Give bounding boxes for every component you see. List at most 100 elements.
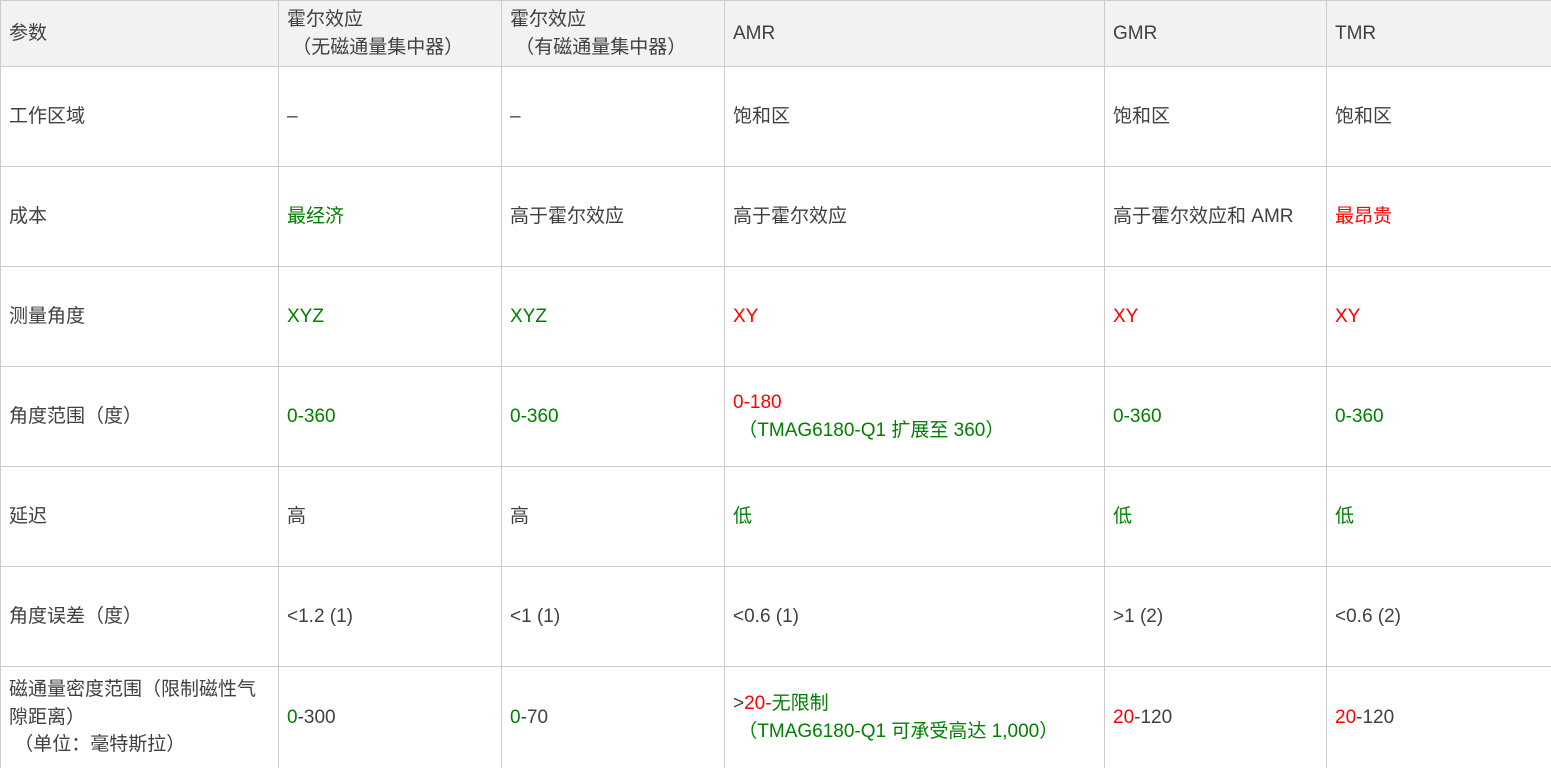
cell-line: 高 — [287, 503, 493, 531]
cell-line: <1 (1) — [510, 603, 716, 631]
table-row-6: 磁通量密度范围（限制磁性气隙距离） （单位：毫特斯拉） 0-300 0-70 >20-… — [0, 666, 1551, 768]
cell-text-segment: AMR — [733, 22, 776, 44]
cell-line: 测量角度 — [9, 303, 270, 331]
cell-line: 高于霍尔效应 — [510, 203, 716, 231]
value-cell: 高 — [501, 466, 725, 567]
value-cell: – — [501, 66, 725, 167]
cell-line: 20-120 — [1335, 704, 1543, 732]
cell-line: 高于霍尔效应和 AMR — [1113, 203, 1318, 231]
value-cell: 0-360 — [278, 366, 502, 467]
header-row: 参数 霍尔效应 （无磁通量集中器） 霍尔效应 （有磁通量集中器） AMR GMR TMR — [0, 0, 1551, 67]
cell-line: （TMAG6180-Q1 扩展至 360） — [733, 417, 1096, 445]
value-cell: 20-120 — [1104, 666, 1327, 768]
value-cell: XYZ — [501, 266, 725, 367]
cell-text-segment: （有磁通量集中器） — [510, 36, 687, 58]
cell-text-segment: XY — [1113, 305, 1139, 327]
cell-line: 0-180 — [733, 389, 1096, 417]
table-body: 工作区域 – – 饱和区 饱和区 饱和区 成本 最经济 高于霍尔效应 高于霍尔效应 高于霍尔效应和 … — [0, 66, 1551, 768]
cell-text-segment: 0-360 — [287, 405, 336, 427]
cell-text-segment: 延迟 — [9, 505, 48, 527]
cell-line: 0-300 — [287, 704, 493, 732]
cell-text-segment: 高于霍尔效应 — [510, 205, 625, 227]
cell-text-segment: 参数 — [9, 22, 48, 44]
cell-text-segment: 饱和区 — [1335, 105, 1393, 127]
cell-text-segment: 角度误差（度） — [9, 605, 143, 627]
cell-line: （单位：毫特斯拉） — [9, 731, 270, 759]
row-label-cell: 工作区域 — [0, 66, 279, 167]
value-cell: 0-360 — [1326, 366, 1551, 467]
cell-text-segment: >1 (2) — [1113, 605, 1164, 627]
cell-line: 参数 — [9, 20, 270, 48]
cell-text-segment: GMR — [1113, 22, 1158, 44]
cell-line: 高于霍尔效应 — [733, 203, 1096, 231]
cell-line: 角度误差（度） — [9, 603, 270, 631]
cell-line: 0-360 — [1113, 403, 1318, 431]
cell-text-segment: 低 — [733, 505, 753, 527]
value-cell: 低 — [1104, 466, 1327, 567]
table-row-2: 测量角度 XYZ XYZ XY XY XY — [0, 266, 1551, 367]
cell-line: （无磁通量集中器） — [287, 34, 493, 62]
table-header: 参数 霍尔效应 （无磁通量集中器） 霍尔效应 （有磁通量集中器） AMR GMR TMR — [0, 0, 1551, 67]
cell-text-segment: XY — [733, 305, 759, 327]
cell-text-segment: <1 (1) — [510, 605, 561, 627]
cell-text-segment: 成本 — [9, 205, 48, 227]
cell-text-segment: 20- — [744, 692, 772, 714]
cell-text-segment: TMR — [1335, 22, 1377, 44]
cell-line: 工作区域 — [9, 103, 270, 131]
cell-text-segment: 0-360 — [1113, 405, 1162, 427]
value-cell: 高 — [278, 466, 502, 567]
cell-line: <0.6 (2) — [1335, 603, 1543, 631]
cell-text-segment: 高于霍尔效应和 AMR — [1113, 205, 1294, 227]
cell-line: 高 — [510, 503, 716, 531]
cell-text-segment: 低 — [1113, 505, 1133, 527]
cell-line: XY — [1335, 303, 1543, 331]
cell-text-segment: （单位：毫特斯拉） — [9, 734, 186, 756]
cell-line: 霍尔效应 — [510, 6, 716, 34]
cell-line: XYZ — [287, 303, 493, 331]
cell-text-segment: 测量角度 — [9, 305, 86, 327]
cell-line: XY — [1113, 303, 1318, 331]
cell-line: – — [287, 103, 493, 131]
value-cell: 0-360 — [501, 366, 725, 467]
cell-line: XY — [733, 303, 1096, 331]
cell-line: 角度范围（度） — [9, 403, 270, 431]
cell-text-segment: 0 — [510, 706, 521, 728]
value-cell: 0-360 — [1104, 366, 1327, 467]
column-header-1: 霍尔效应 （无磁通量集中器） — [278, 0, 502, 67]
value-cell: <1.2 (1) — [278, 566, 502, 667]
cell-line: 低 — [733, 503, 1096, 531]
cell-line: <1.2 (1) — [287, 603, 493, 631]
cell-text-segment: XYZ — [287, 305, 324, 327]
value-cell: <1 (1) — [501, 566, 725, 667]
cell-text-segment: 工作区域 — [9, 105, 86, 127]
value-cell: – — [278, 66, 502, 167]
cell-text-segment: -120 — [1134, 706, 1173, 728]
row-label-cell: 延迟 — [0, 466, 279, 567]
cell-text-segment: XY — [1335, 305, 1361, 327]
cell-line: 最昂贵 — [1335, 203, 1543, 231]
cell-line: 成本 — [9, 203, 270, 231]
row-label-cell: 成本 — [0, 166, 279, 267]
cell-text-segment: 高于霍尔效应 — [733, 205, 848, 227]
cell-line: 0-360 — [287, 403, 493, 431]
column-header-3: AMR — [724, 0, 1105, 67]
value-cell: 高于霍尔效应 — [501, 166, 725, 267]
value-cell: 20-120 — [1326, 666, 1551, 768]
value-cell: 饱和区 — [1104, 66, 1327, 167]
cell-line: 20-120 — [1113, 704, 1318, 732]
value-cell: 饱和区 — [1326, 66, 1551, 167]
table-row-1: 成本 最经济 高于霍尔效应 高于霍尔效应 高于霍尔效应和 AMR 最昂贵 — [0, 166, 1551, 267]
value-cell: 0-300 — [278, 666, 502, 768]
row-label-cell: 磁通量密度范围（限制磁性气隙距离） （单位：毫特斯拉） — [0, 666, 279, 768]
cell-text-segment: 0-360 — [510, 405, 559, 427]
cell-line: 0-360 — [510, 403, 716, 431]
cell-text-segment: 0-360 — [1335, 405, 1384, 427]
cell-text-segment: 霍尔效应 — [510, 8, 587, 30]
cell-line: >20-无限制 — [733, 690, 1096, 718]
cell-text-segment: 磁通量密度范围（限制磁性气隙距离） — [9, 679, 257, 728]
cell-line: – — [510, 103, 716, 131]
cell-line: 饱和区 — [733, 103, 1096, 131]
cell-line: TMR — [1335, 20, 1543, 48]
cell-text-segment: 最昂贵 — [1335, 205, 1393, 227]
